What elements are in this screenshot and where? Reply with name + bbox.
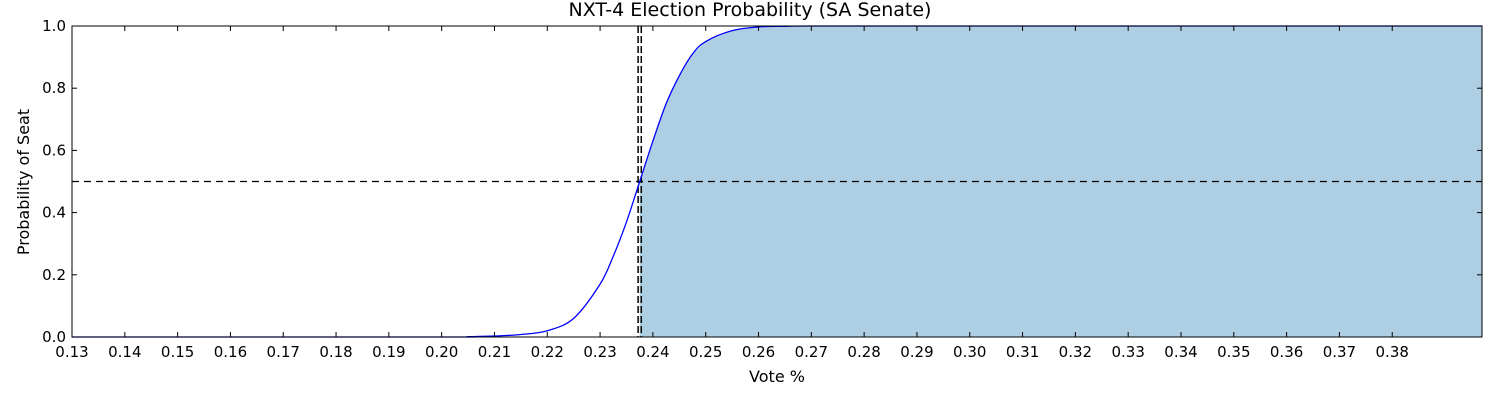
x-tick-label: 0.31: [1006, 343, 1039, 361]
x-tick-label: 0.15: [161, 343, 194, 361]
plot-area: 0.13 0.14 0.15 0.16 0.17 0.18 0.19 0.20 0.21 0.22…: [42, 17, 1483, 361]
x-tick-label: 0.23: [583, 343, 616, 361]
x-tick-label: 0.18: [319, 343, 352, 361]
x-tick-label: 0.21: [478, 343, 511, 361]
x-tick-label: 0.17: [267, 343, 300, 361]
x-tick-label: 0.14: [108, 343, 141, 361]
x-tick-label: 0.20: [425, 343, 458, 361]
x-tick-label: 0.37: [1323, 343, 1356, 361]
y-tick-label: 0.4: [42, 204, 66, 222]
x-tick-label: 0.28: [847, 343, 880, 361]
y-tick-label: 1.0: [42, 17, 66, 35]
x-tick-label: 0.13: [55, 343, 88, 361]
x-tick-label: 0.33: [1111, 343, 1144, 361]
x-tick-label: 0.38: [1376, 343, 1409, 361]
x-tick-label: 0.24: [636, 343, 669, 361]
y-tick-label: 0.0: [42, 328, 66, 346]
plot-frame: [71, 25, 1483, 338]
y-axis-label: Probability of Seat: [14, 109, 33, 255]
x-tick-label: 0.22: [531, 343, 564, 361]
x-tick-label: 0.19: [372, 343, 405, 361]
x-tick-label: 0.29: [900, 343, 933, 361]
x-tick-label: 0.35: [1217, 343, 1250, 361]
x-tick-label: 0.32: [1059, 343, 1092, 361]
y-tick-label: 0.8: [42, 79, 66, 97]
y-tick-label: 0.2: [42, 266, 66, 284]
chart-title: NXT-4 Election Probability (SA Senate): [569, 0, 932, 21]
x-tick-label: 0.16: [214, 343, 247, 361]
x-axis-label: Vote %: [749, 367, 805, 386]
x-tick-label: 0.30: [953, 343, 986, 361]
x-tick-label: 0.26: [742, 343, 775, 361]
x-tick-label: 0.25: [689, 343, 722, 361]
x-tick-label: 0.27: [795, 343, 828, 361]
x-tick-label: 0.36: [1270, 343, 1303, 361]
y-tick-label: 0.6: [42, 141, 66, 159]
x-tick-label: 0.34: [1164, 343, 1197, 361]
